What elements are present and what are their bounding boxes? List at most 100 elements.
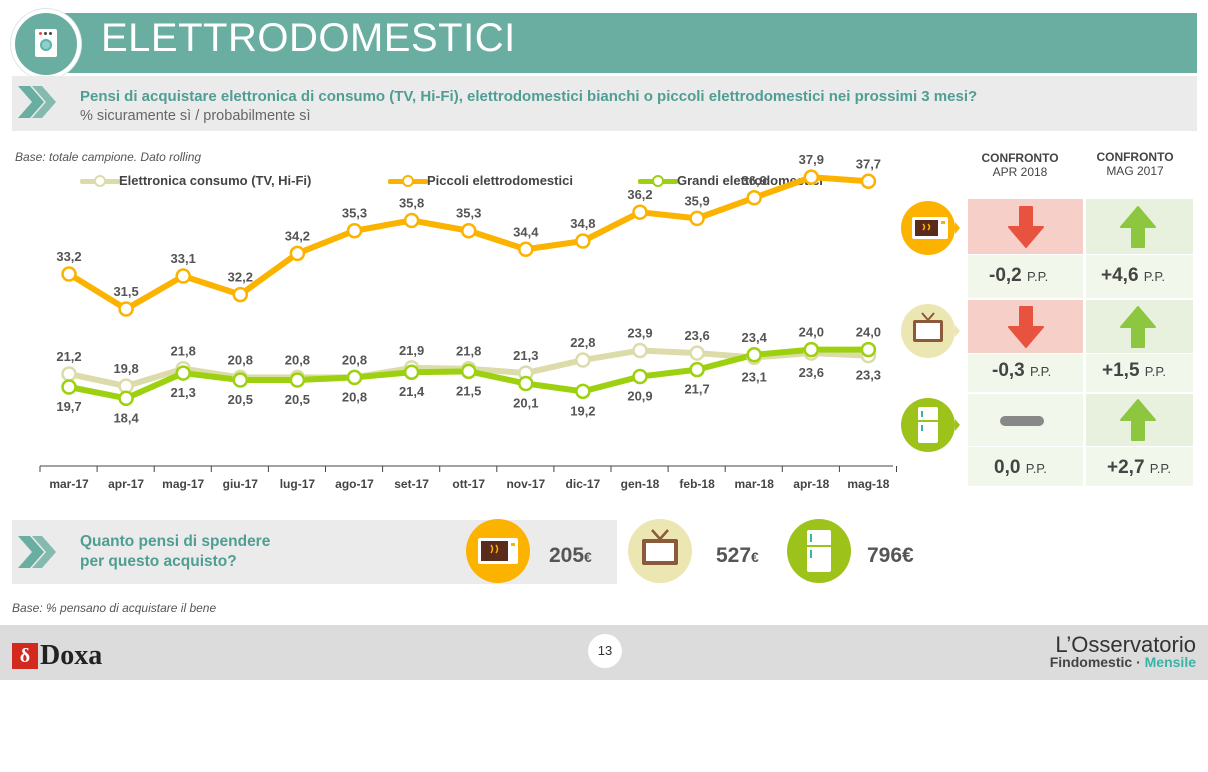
cmp-cell-value-r2c2 xyxy=(1086,354,1193,392)
cmp-cell-value-r3c2 xyxy=(1086,447,1193,486)
data-label: 21,8 xyxy=(171,344,196,359)
data-label: 33,2 xyxy=(56,249,81,264)
comparison-header-1-title: CONFRONTO xyxy=(981,151,1059,165)
data-label: 37,9 xyxy=(799,152,824,167)
data-label: 34,4 xyxy=(513,224,539,239)
data-point-piccoli xyxy=(689,210,705,227)
data-point-elettronica xyxy=(61,366,77,382)
data-point-grandi xyxy=(118,390,134,407)
comparison-header-1-period: APR 2018 xyxy=(992,165,1048,179)
x-tick-label: lug-17 xyxy=(280,477,316,491)
legend-marker-elettronica xyxy=(94,175,106,187)
spend-value-fridge: 796€ xyxy=(867,544,914,567)
x-tick-label: set-17 xyxy=(394,477,429,491)
data-point-elettronica xyxy=(575,352,591,368)
data-label: 20,9 xyxy=(627,389,652,404)
data-label: 34,2 xyxy=(285,228,310,243)
x-tick-label: giu-17 xyxy=(223,477,259,491)
legend-marker-piccoli xyxy=(402,175,414,187)
data-point-piccoli xyxy=(518,241,534,258)
cmp-value-r3c1: 0,0 P.P. xyxy=(994,457,1047,478)
x-tick-label: apr-17 xyxy=(108,477,144,491)
data-point-piccoli xyxy=(460,222,477,239)
comparison-header-1: CONFRONTO APR 2018 xyxy=(965,151,1075,179)
question-subtitle: % sicuramente sì / probabilmente sì xyxy=(80,108,311,124)
x-tick-label: mag-18 xyxy=(847,477,889,491)
cmp-value-r2c1: -0,3 P.P. xyxy=(992,360,1052,381)
data-label: 32,2 xyxy=(228,270,253,285)
fridge-icon xyxy=(901,398,960,452)
x-tick-label: feb-18 xyxy=(679,477,715,491)
comparison-header-2-period: MAG 2017 xyxy=(1106,164,1164,178)
arrow-up-icon xyxy=(1120,306,1156,348)
data-point-piccoli xyxy=(118,301,134,317)
arrow-up-icon xyxy=(1120,206,1156,248)
x-tick-label: dic-17 xyxy=(566,477,601,491)
doxa-logo-text: Doxa xyxy=(40,640,103,671)
washing-machine-badge xyxy=(11,9,81,79)
title-bar xyxy=(40,13,1197,73)
data-label: 18,4 xyxy=(113,410,139,425)
cmp-value-r2c2: +1,5 P.P. xyxy=(1102,360,1167,381)
x-tick-label: apr-18 xyxy=(793,477,829,491)
washing-machine-icon xyxy=(35,29,57,57)
data-label: 21,2 xyxy=(56,349,81,364)
data-label: 21,3 xyxy=(513,348,538,363)
data-point-grandi xyxy=(346,369,363,386)
data-point-piccoli xyxy=(860,173,877,190)
double-chevron-icon xyxy=(18,536,56,568)
data-point-grandi xyxy=(746,347,762,363)
osservatorio-sub-sep: · xyxy=(1132,654,1145,670)
spend-value-tv: 527€ xyxy=(716,544,759,567)
data-label: 19,2 xyxy=(570,403,595,418)
data-point-grandi xyxy=(175,365,191,381)
page-title: ELETTRODOMESTICI xyxy=(101,16,516,60)
data-point-grandi xyxy=(518,375,534,392)
data-label: 35,3 xyxy=(456,206,481,221)
x-tick-label: nov-17 xyxy=(506,477,545,491)
data-point-piccoli xyxy=(746,190,762,206)
data-label: 21,9 xyxy=(399,343,424,358)
data-point-grandi xyxy=(403,364,420,380)
page-number: 13 xyxy=(588,634,622,668)
x-tick-label: mar-17 xyxy=(49,477,89,491)
data-label: 21,7 xyxy=(684,382,709,397)
spend-question-line2: per questo acquisto? xyxy=(80,553,237,570)
data-point-grandi xyxy=(232,372,249,388)
cmp-cell-value-r2c1 xyxy=(968,354,1083,392)
arrow-down-icon xyxy=(1008,206,1044,248)
data-label: 20,5 xyxy=(228,392,253,407)
data-label: 20,5 xyxy=(285,392,310,407)
spend-question: Quanto pensi di spendere per questo acqu… xyxy=(80,532,270,572)
data-label: 24,0 xyxy=(799,325,824,340)
osservatorio-sub-mensile: Mensile xyxy=(1144,654,1196,670)
spend-value-microwave: 205€ xyxy=(549,544,592,567)
data-point-piccoli xyxy=(289,245,306,262)
data-point-piccoli xyxy=(575,233,591,249)
legend-label-piccoli: Piccoli elettrodomestici xyxy=(427,173,573,188)
data-point-piccoli xyxy=(61,266,77,282)
osservatorio-title: L’Osservatorio xyxy=(1055,632,1196,657)
data-point-grandi xyxy=(632,368,648,385)
comparison-header-2: CONFRONTO MAG 2017 xyxy=(1080,150,1190,178)
data-label: 36,2 xyxy=(627,187,652,202)
data-label: 35,9 xyxy=(684,193,709,208)
arrow-down-icon xyxy=(1008,306,1044,348)
x-tick-label: mag-17 xyxy=(162,477,204,491)
data-label: 21,4 xyxy=(399,384,425,399)
data-label: 23,6 xyxy=(799,365,824,380)
data-point-piccoli xyxy=(175,268,191,284)
data-label: 20,8 xyxy=(342,352,367,367)
data-point-grandi xyxy=(61,379,77,395)
data-point-grandi xyxy=(289,372,306,388)
legend-marker-grandi xyxy=(652,175,664,187)
tv-icon xyxy=(901,304,960,358)
data-label: 31,5 xyxy=(113,284,138,299)
question-title: Pensi di acquistare elettronica di consu… xyxy=(80,88,978,105)
doxa-logo-mark: δ xyxy=(12,643,38,669)
data-label: 19,7 xyxy=(56,399,81,414)
data-label: 35,3 xyxy=(342,206,367,221)
tv-icon xyxy=(628,519,692,583)
base-note-spend: Base: % pensano di acquistare il bene xyxy=(12,601,217,615)
microwave-icon xyxy=(901,201,960,255)
